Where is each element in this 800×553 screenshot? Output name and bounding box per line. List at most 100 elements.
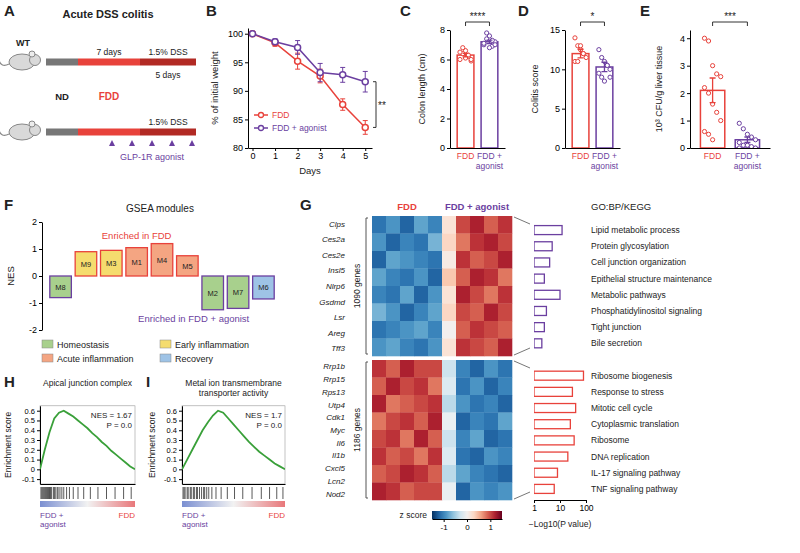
annotation: Enriched in FDD — [102, 230, 172, 241]
tick-mark — [39, 222, 42, 223]
axis: -2-1012 — [29, 217, 43, 335]
panel-letter: I — [146, 373, 150, 390]
hit — [197, 487, 198, 499]
cell — [456, 234, 470, 252]
panel: GFDDFDD + agonistClpsCes2aCes2eInsl5Nlrp… — [300, 196, 530, 532]
cell — [498, 269, 512, 287]
axis-line — [690, 31, 691, 149]
gene-label: Lsr — [334, 313, 345, 322]
cell — [428, 251, 442, 269]
axis — [566, 148, 621, 149]
hit — [48, 487, 49, 499]
cell — [498, 483, 512, 501]
point — [469, 57, 473, 61]
tick-label: 0 — [251, 151, 256, 161]
cell — [414, 395, 428, 413]
bar — [534, 339, 542, 348]
point — [461, 46, 465, 50]
legend-entry: FDD + agonist — [272, 123, 327, 133]
tick-mark — [687, 148, 690, 149]
legend-swatch — [259, 113, 264, 118]
panel: IMetal ion transmembranetransporter acti… — [146, 373, 286, 529]
cell — [400, 234, 414, 252]
point — [745, 132, 749, 136]
hit — [51, 487, 52, 499]
hit — [221, 487, 222, 499]
cell — [470, 339, 484, 357]
axis: 110100 — [532, 500, 594, 513]
tick: 0.2 — [167, 446, 182, 455]
point — [715, 110, 719, 114]
tick: 3 — [680, 61, 690, 71]
tick-mark — [562, 30, 565, 31]
tick-label: 90 — [233, 86, 243, 96]
cell — [456, 483, 470, 501]
tick-mark — [179, 479, 182, 480]
hit — [58, 487, 59, 499]
cell — [414, 378, 428, 396]
tick-label: 0 — [680, 143, 685, 153]
error-bar — [295, 41, 300, 55]
legend-swatch — [160, 354, 171, 362]
annotation: NES = 1.7 — [245, 411, 282, 420]
cell — [414, 286, 428, 304]
tick: 4 — [680, 34, 690, 44]
hit — [188, 487, 189, 499]
tick: 0.3 — [167, 436, 182, 445]
hit — [44, 487, 45, 499]
tick: 2 — [296, 148, 301, 161]
hit — [43, 487, 44, 499]
hit — [57, 487, 58, 499]
error-bar — [340, 67, 345, 82]
cell — [442, 360, 456, 378]
cell — [414, 269, 428, 287]
cell — [400, 304, 414, 322]
axis-line — [182, 406, 183, 484]
cell — [442, 448, 456, 466]
axis — [41, 484, 136, 485]
cell — [414, 360, 428, 378]
tick-label: 4 — [341, 151, 346, 161]
axis-line — [450, 31, 451, 149]
error-bar — [363, 121, 368, 135]
series-line — [253, 34, 366, 82]
hit — [211, 487, 212, 499]
bar — [534, 484, 554, 493]
cell — [386, 448, 400, 466]
tick-label: 1 — [273, 151, 278, 161]
point — [749, 145, 753, 148]
tick: -1 — [29, 298, 42, 308]
phase-label: FDD — [99, 91, 120, 102]
cell — [386, 269, 400, 287]
bracket — [373, 82, 376, 128]
tick-mark — [37, 479, 40, 480]
axis — [691, 148, 771, 149]
cell — [470, 465, 484, 483]
gene-label: Nod2 — [326, 490, 346, 499]
legend-entry: Acute inflammation — [57, 354, 134, 364]
legend-entry: FDD — [272, 110, 289, 120]
tick-label: 6 — [440, 55, 445, 65]
tick-mark — [447, 148, 450, 149]
tick-label: 0.6 — [167, 407, 177, 416]
hit — [227, 487, 228, 499]
tick: 0 — [32, 271, 42, 281]
bar — [534, 420, 570, 429]
arrow — [169, 140, 175, 146]
cell — [442, 395, 456, 413]
cell — [400, 251, 414, 269]
point — [600, 75, 604, 79]
tick-label: 0 — [440, 143, 445, 153]
gene-label: Areg — [327, 329, 345, 338]
cell — [400, 430, 414, 448]
point — [753, 146, 757, 148]
plot-area — [457, 31, 498, 148]
axis — [451, 148, 506, 149]
hit — [276, 487, 277, 499]
cell — [400, 448, 414, 466]
hit — [63, 487, 64, 499]
hit — [282, 487, 283, 499]
cell — [484, 269, 498, 287]
tick-label: 2 — [296, 151, 301, 161]
tick: 1 — [680, 116, 690, 126]
